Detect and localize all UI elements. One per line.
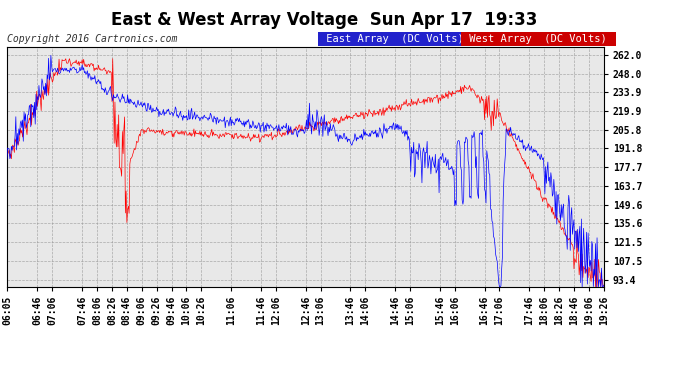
Text: East & West Array Voltage  Sun Apr 17  19:33: East & West Array Voltage Sun Apr 17 19:…: [111, 11, 538, 29]
Text: West Array  (DC Volts): West Array (DC Volts): [464, 34, 613, 44]
Text: East Array  (DC Volts): East Array (DC Volts): [320, 34, 471, 44]
Text: Copyright 2016 Cartronics.com: Copyright 2016 Cartronics.com: [8, 34, 178, 44]
